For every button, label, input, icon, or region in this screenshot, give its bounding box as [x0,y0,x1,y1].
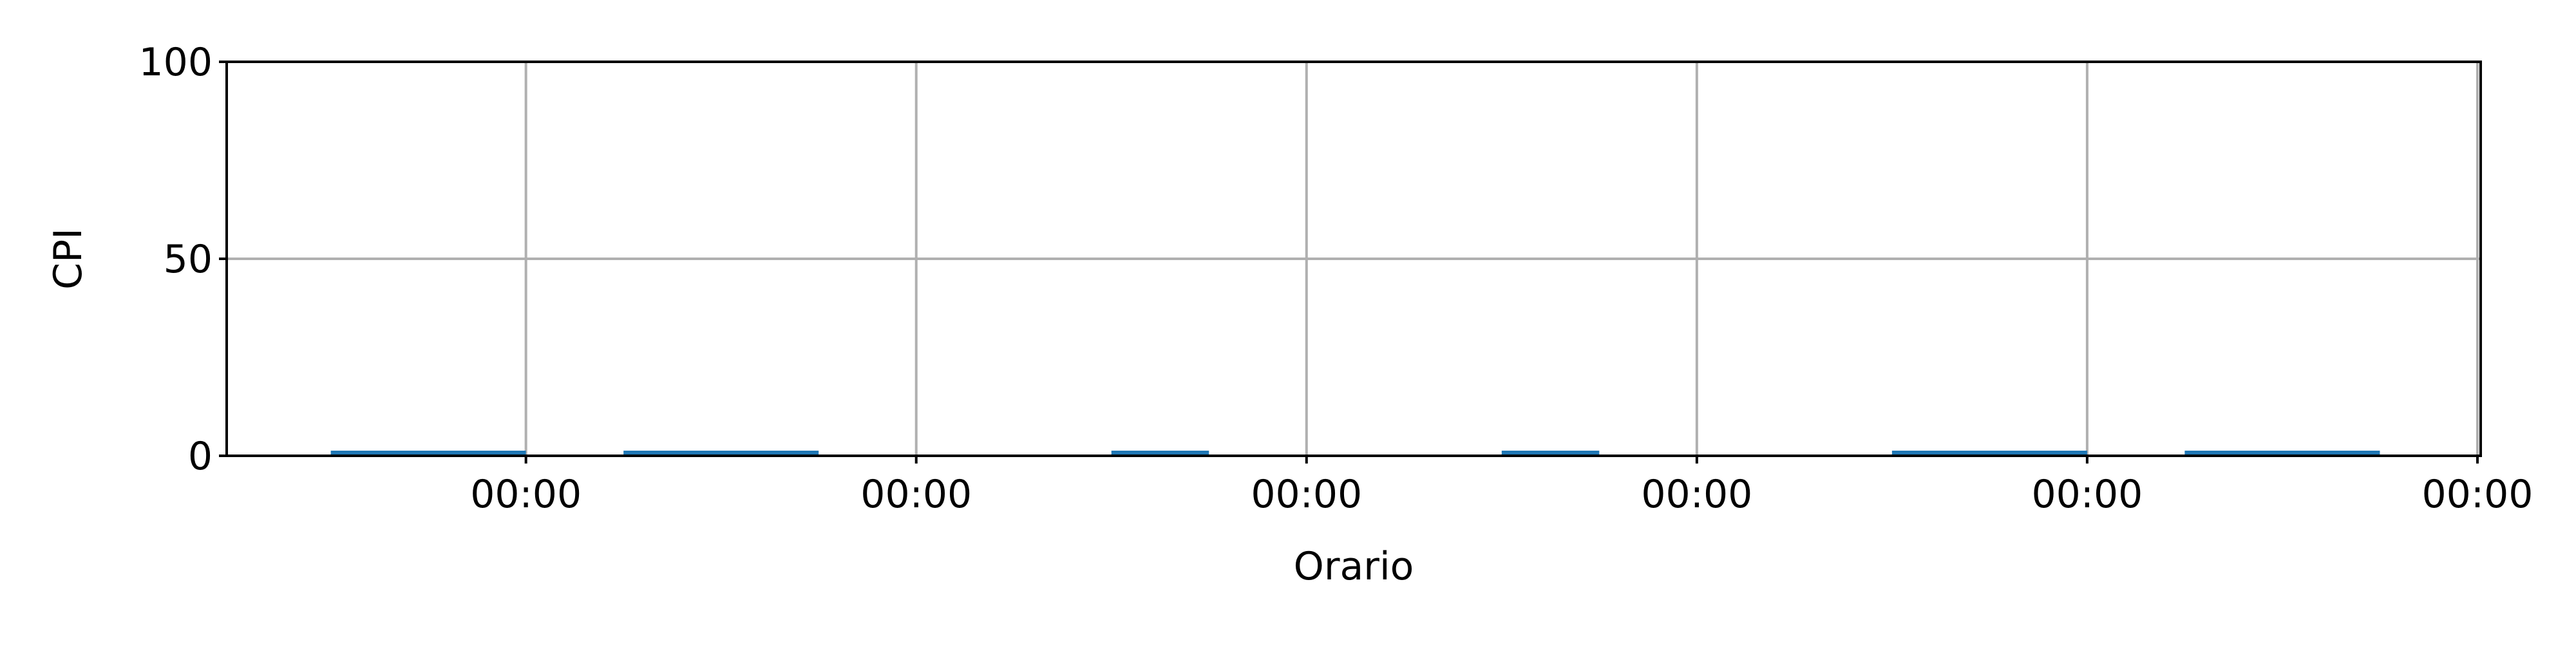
x-tick-label-2: 00:00 [1251,472,1362,517]
axis-ticks: 00:00 00:00 00:00 00:00 00:00 00:00 0 50 100 [138,40,2533,517]
x-tick-label-1: 00:00 [860,472,972,517]
x-tick-label-5: 00:00 [2422,472,2533,517]
y-tick-label-2: 100 [138,40,213,85]
x-tick-label-3: 00:00 [1641,472,1752,517]
y-tick-label-1: 50 [164,237,213,282]
x-tick-label-4: 00:00 [2031,472,2143,517]
x-axis-label: Orario [1294,544,1414,589]
y-tick-label-0: 0 [188,434,213,479]
y-axis-label: CPI [46,228,91,290]
x-tick-label-0: 00:00 [470,472,582,517]
